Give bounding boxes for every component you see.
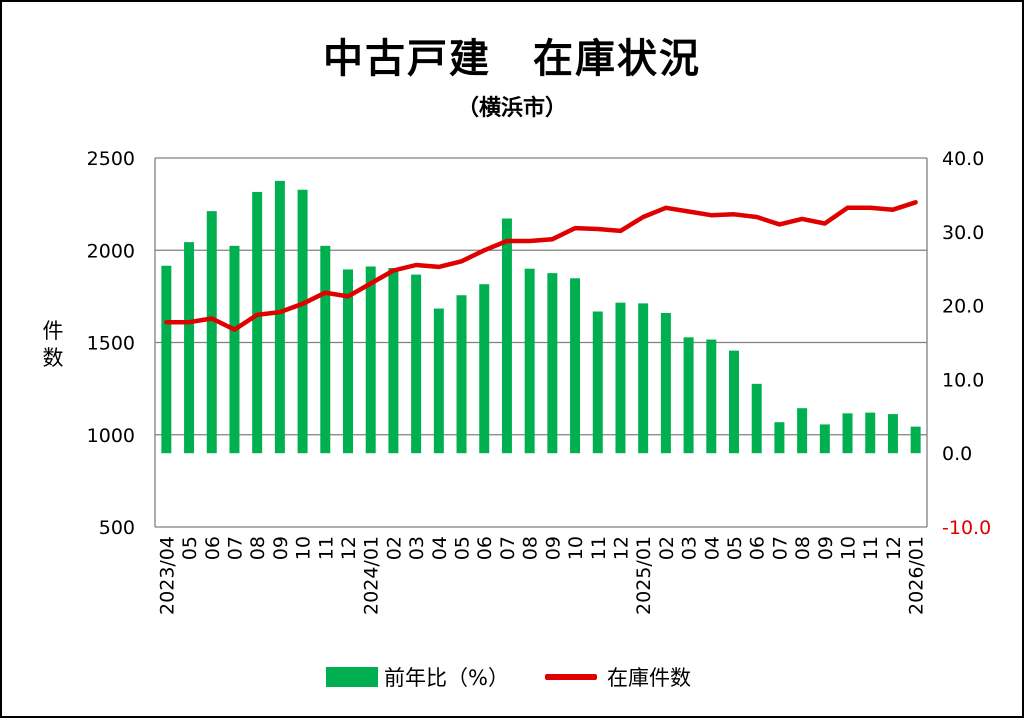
bar	[570, 278, 581, 454]
bar	[184, 242, 195, 454]
x-tick-label: 06	[474, 536, 496, 560]
bar	[660, 312, 671, 454]
x-tick-label: 2024/01	[361, 536, 383, 615]
y-left-axis-label: 件数	[42, 319, 64, 370]
x-tick-label: 11	[315, 536, 337, 560]
y-right-tick-label: -10.0	[942, 517, 991, 539]
legend: 前年比（%） 在庫件数	[326, 662, 691, 692]
bar	[774, 422, 785, 454]
bar	[501, 218, 512, 454]
x-tick-label: 02	[383, 536, 405, 560]
x-tick-label: 09	[815, 536, 837, 560]
legend-line-label: 在庫件数	[606, 666, 691, 690]
x-tick-label: 02	[656, 536, 678, 560]
y-left-tick-label: 2500	[87, 148, 135, 170]
x-tick-label: 07	[769, 536, 791, 560]
bar	[433, 308, 444, 454]
bar	[388, 267, 399, 454]
legend-bar-swatch	[326, 667, 378, 687]
bar	[819, 424, 830, 454]
y-right-tick-label: 10.0	[942, 369, 984, 391]
x-tick-label: 09	[542, 536, 564, 560]
bar	[797, 408, 808, 454]
x-tick-label: 04	[701, 536, 723, 560]
x-tick-label: 03	[679, 536, 701, 560]
x-tick-label: 11	[588, 536, 610, 560]
y-left-tick-label: 1500	[87, 333, 135, 355]
legend-bar-label: 前年比（%）	[384, 666, 509, 690]
legend-line-swatch	[544, 674, 597, 680]
bar	[206, 211, 217, 454]
x-tick-label: 12	[338, 536, 360, 560]
x-tick-label: 2026/01	[906, 536, 928, 615]
y-left-tick-label: 500	[99, 517, 135, 539]
x-tick-label: 07	[497, 536, 519, 560]
x-tick-label: 06	[747, 536, 769, 560]
bar	[524, 268, 535, 454]
y-left-tick-label: 2000	[87, 240, 135, 262]
y-right-tick-label: 30.0	[942, 222, 984, 244]
x-tick-label: 05	[452, 536, 474, 560]
x-tick-label: 10	[293, 536, 315, 560]
bar	[683, 337, 694, 454]
x-tick-label: 08	[520, 536, 542, 560]
y-right-tick-label: 40.0	[942, 148, 984, 170]
bar	[842, 413, 853, 454]
bar	[910, 426, 921, 454]
bar	[343, 269, 353, 454]
bar	[365, 266, 376, 454]
line-series-inventory	[164, 200, 918, 332]
y-right-tick-label: 0.0	[942, 443, 972, 465]
bar	[865, 412, 876, 454]
x-tick-label: 05	[724, 536, 746, 560]
x-tick-label: 03	[406, 536, 428, 560]
x-tick-label: 10	[838, 536, 860, 560]
chart-subtitle: （横浜市）	[456, 96, 567, 121]
bar	[297, 189, 308, 454]
x-tick-label: 2025/01	[633, 536, 655, 615]
bar	[320, 245, 331, 454]
x-tick-label: 04	[429, 536, 451, 560]
bar	[751, 383, 762, 454]
bar	[229, 245, 240, 454]
x-tick-label: 05	[179, 536, 201, 560]
bar	[456, 295, 467, 454]
x-tick-label: 2023/04	[156, 536, 178, 615]
bar	[615, 302, 626, 454]
x-tick-label: 08	[792, 536, 814, 560]
bar	[887, 414, 898, 454]
x-tick-label: 12	[610, 536, 632, 560]
x-tick-label: 06	[202, 536, 224, 560]
bar	[252, 191, 263, 454]
x-tick-label: 08	[247, 536, 269, 560]
y-left-tick-label: 1000	[87, 425, 135, 447]
bar	[706, 339, 717, 454]
bar	[592, 311, 603, 454]
x-tick-label: 11	[860, 536, 882, 560]
x-tick-label: 10	[565, 536, 587, 560]
bar	[161, 265, 172, 454]
bar	[274, 180, 285, 454]
x-tick-label: 12	[883, 536, 905, 560]
x-tick-label: 07	[224, 536, 246, 560]
chart-title: 中古戸建 在庫状況	[323, 36, 701, 82]
y-right-tick-label: 20.0	[942, 296, 984, 318]
bar	[411, 274, 422, 454]
bar	[729, 350, 739, 454]
x-tick-label: 09	[270, 536, 292, 560]
bar	[479, 284, 490, 454]
bar	[547, 273, 558, 454]
bar	[638, 303, 649, 454]
